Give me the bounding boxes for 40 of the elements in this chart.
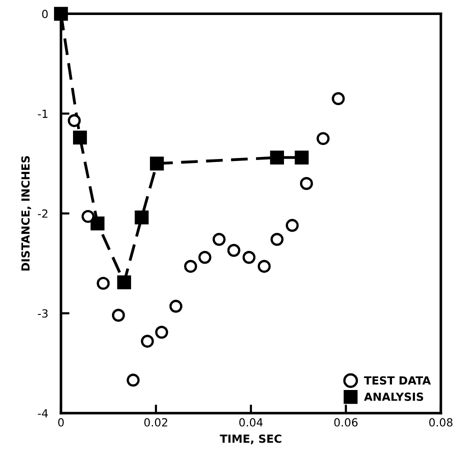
point xyxy=(126,374,140,387)
y-tick-label: 0 xyxy=(42,10,48,18)
point xyxy=(286,218,299,232)
point xyxy=(227,244,240,257)
y-tick-label: -4 xyxy=(38,409,48,418)
y-tick-label: -3 xyxy=(38,309,48,318)
point xyxy=(140,334,154,348)
point xyxy=(316,132,330,146)
y-tick-label: -1 xyxy=(38,110,48,118)
point xyxy=(73,130,87,145)
point xyxy=(134,210,149,224)
point xyxy=(96,276,110,290)
point xyxy=(169,300,182,313)
point xyxy=(300,176,313,190)
point xyxy=(270,232,284,246)
point xyxy=(112,308,125,322)
point xyxy=(270,150,284,164)
y-axis-title: DISTANCE, INCHES xyxy=(21,156,32,271)
x-tick-label: 0.02 xyxy=(144,418,168,427)
x-tick-label: 0.04 xyxy=(239,418,263,427)
point xyxy=(332,92,345,106)
point xyxy=(82,210,95,223)
point xyxy=(212,232,226,246)
point xyxy=(68,114,81,128)
point xyxy=(155,326,168,339)
point xyxy=(150,156,164,170)
point xyxy=(294,150,309,164)
x-tick-label: 0 xyxy=(58,418,64,427)
x-tick-label: 0.08 xyxy=(429,418,452,427)
legend-label: TEST DATA xyxy=(364,376,431,385)
point xyxy=(90,216,104,230)
legend-label: ANALYSIS xyxy=(364,392,424,401)
y-tick-label: -2 xyxy=(38,209,48,218)
x-axis-title: TIME, SEC xyxy=(220,434,282,444)
point xyxy=(258,260,271,273)
x-tick-label: 0.06 xyxy=(334,418,358,427)
point xyxy=(184,260,198,273)
point xyxy=(242,250,256,264)
point xyxy=(117,275,132,290)
point xyxy=(198,250,212,264)
